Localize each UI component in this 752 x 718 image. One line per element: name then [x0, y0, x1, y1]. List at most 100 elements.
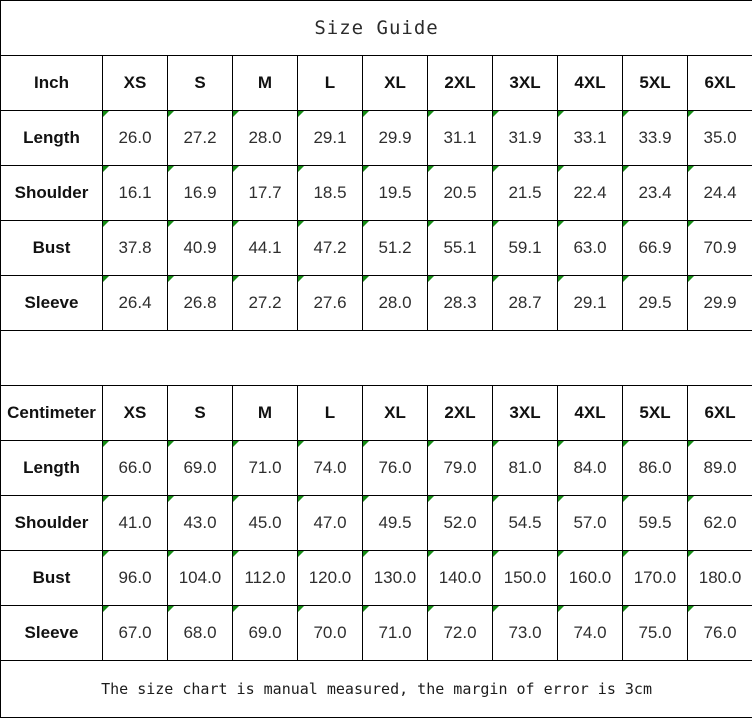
- measurement-value: 29.1: [313, 128, 346, 147]
- title-row: Size Guide: [1, 1, 752, 56]
- corner-triangle-icon: [103, 166, 109, 172]
- corner-triangle-icon: [688, 496, 694, 502]
- measurement-value: 19.5: [378, 183, 411, 202]
- measurement-cell: 19.5: [363, 166, 428, 221]
- measurement-value: 69.0: [183, 458, 216, 477]
- measurement-value: 79.0: [443, 458, 476, 477]
- measurement-value: 120.0: [309, 568, 352, 587]
- measurement-value: 43.0: [183, 513, 216, 532]
- measurement-cell: 180.0: [688, 551, 752, 606]
- measurement-value: 28.7: [508, 293, 541, 312]
- measurement-value: 130.0: [374, 568, 417, 587]
- measurement-value: 71.0: [248, 458, 281, 477]
- column-header-xs: XS: [103, 386, 168, 441]
- measurement-value: 84.0: [573, 458, 606, 477]
- measurement-cell: 28.0: [363, 276, 428, 331]
- measurement-value: 66.9: [638, 238, 671, 257]
- measurement-cell: 40.9: [168, 221, 233, 276]
- corner-triangle-icon: [428, 166, 434, 172]
- column-header-3xl: 3XL: [493, 386, 558, 441]
- corner-triangle-icon: [298, 111, 304, 117]
- corner-triangle-icon: [168, 166, 174, 172]
- corner-triangle-icon: [233, 276, 239, 282]
- measurement-value: 112.0: [244, 568, 285, 587]
- row-label-length: Length: [1, 111, 103, 166]
- measurement-value: 17.7: [248, 183, 281, 202]
- measurement-cell: 27.6: [298, 276, 363, 331]
- measurement-value: 66.0: [118, 458, 151, 477]
- corner-triangle-icon: [493, 221, 499, 227]
- measurement-cell: 16.9: [168, 166, 233, 221]
- measurement-cell: 86.0: [623, 441, 688, 496]
- corner-triangle-icon: [428, 551, 434, 557]
- measurement-value: 70.0: [313, 623, 346, 642]
- measurement-cell: 18.5: [298, 166, 363, 221]
- measurement-value: 75.0: [638, 623, 671, 642]
- measurement-value: 33.1: [573, 128, 606, 147]
- measurement-cell: 59.1: [493, 221, 558, 276]
- table-spacer: [1, 331, 752, 386]
- column-header-3xl: 3XL: [493, 56, 558, 111]
- corner-triangle-icon: [623, 606, 629, 612]
- corner-triangle-icon: [428, 276, 434, 282]
- column-header-2xl: 2XL: [428, 56, 493, 111]
- corner-triangle-icon: [363, 276, 369, 282]
- measurement-cell: 70.0: [298, 606, 363, 661]
- measurement-value: 51.2: [378, 238, 411, 257]
- corner-triangle-icon: [363, 551, 369, 557]
- corner-triangle-icon: [233, 606, 239, 612]
- measurement-value: 37.8: [118, 238, 151, 257]
- column-header-4xl: 4XL: [558, 386, 623, 441]
- corner-triangle-icon: [623, 441, 629, 447]
- measurement-cell: 49.5: [363, 496, 428, 551]
- measurement-value: 24.4: [704, 183, 737, 202]
- corner-triangle-icon: [233, 221, 239, 227]
- corner-triangle-icon: [623, 111, 629, 117]
- measurement-cell: 31.9: [493, 111, 558, 166]
- table-spacer-row: [1, 331, 752, 386]
- measurement-cell: 29.9: [688, 276, 752, 331]
- measurement-cell: 31.1: [428, 111, 493, 166]
- measurement-value: 104.0: [179, 568, 222, 587]
- corner-triangle-icon: [168, 111, 174, 117]
- measurement-cell: 45.0: [233, 496, 298, 551]
- corner-triangle-icon: [428, 606, 434, 612]
- corner-triangle-icon: [558, 606, 564, 612]
- row-label-length: Length: [1, 441, 103, 496]
- measurement-cell: 33.9: [623, 111, 688, 166]
- disclaimer-note: The size chart is manual measured, the m…: [1, 661, 752, 718]
- measurement-value: 16.1: [118, 183, 151, 202]
- inch_table-unit-label: Inch: [1, 56, 103, 111]
- measurement-value: 170.0: [634, 568, 677, 587]
- measurement-value: 59.5: [638, 513, 671, 532]
- corner-triangle-icon: [558, 276, 564, 282]
- measurement-cell: 62.0: [688, 496, 752, 551]
- corner-triangle-icon: [363, 221, 369, 227]
- corner-triangle-icon: [428, 441, 434, 447]
- column-header-xl: XL: [363, 56, 428, 111]
- measurement-value: 150.0: [504, 568, 547, 587]
- measurement-cell: 29.1: [558, 276, 623, 331]
- corner-triangle-icon: [493, 276, 499, 282]
- measurement-cell: 37.8: [103, 221, 168, 276]
- corner-triangle-icon: [558, 551, 564, 557]
- measurement-cell: 28.0: [233, 111, 298, 166]
- column-header-l: L: [298, 386, 363, 441]
- measurement-value: 29.5: [638, 293, 671, 312]
- column-header-s: S: [168, 386, 233, 441]
- measurement-value: 31.9: [508, 128, 541, 147]
- measurement-cell: 89.0: [688, 441, 752, 496]
- corner-triangle-icon: [688, 441, 694, 447]
- measurement-value: 21.5: [508, 183, 541, 202]
- measurement-value: 74.0: [573, 623, 606, 642]
- measurement-cell: 47.2: [298, 221, 363, 276]
- column-header-5xl: 5XL: [623, 56, 688, 111]
- measurement-value: 27.2: [248, 293, 281, 312]
- measurement-value: 26.8: [183, 293, 216, 312]
- corner-triangle-icon: [168, 276, 174, 282]
- measurement-cell: 76.0: [688, 606, 752, 661]
- corner-triangle-icon: [168, 606, 174, 612]
